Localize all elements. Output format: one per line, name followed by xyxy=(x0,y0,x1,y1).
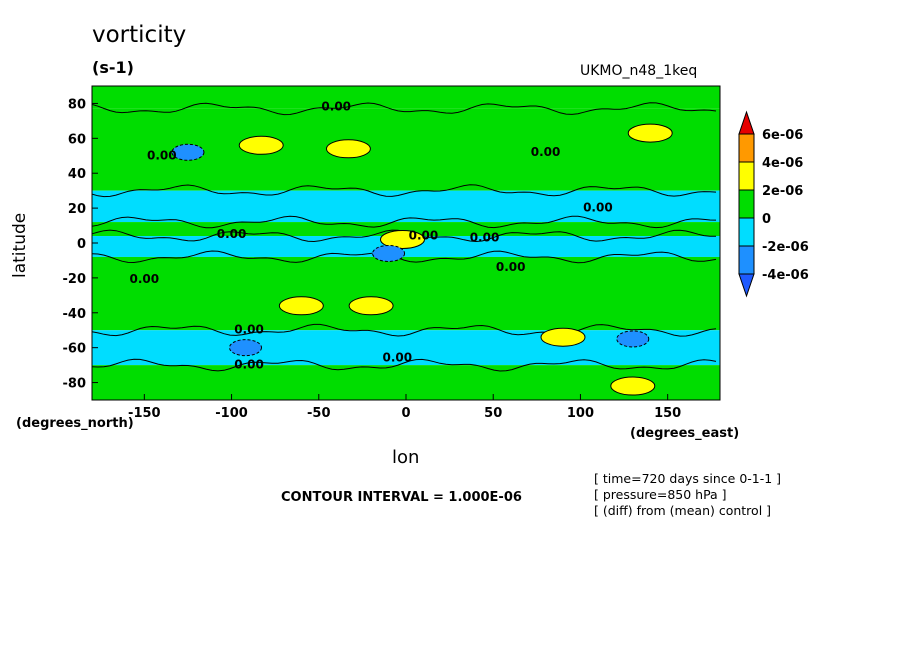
colorbar-segment-4 xyxy=(738,217,755,247)
contour-line-5 xyxy=(91,250,717,264)
contour-label-5: 0.00 xyxy=(234,358,264,372)
contour-label-10: 0.00 xyxy=(409,229,439,243)
contour-label-4: 0.00 xyxy=(234,323,264,337)
maximum-0 xyxy=(238,135,284,155)
maximum-3 xyxy=(278,296,324,316)
maximum-5 xyxy=(540,327,586,347)
y-tick-label-2: 40 xyxy=(68,167,86,182)
contour-interval: CONTOUR INTERVAL = 1.000E-06 xyxy=(281,490,522,505)
colorbar-segment-5 xyxy=(738,245,755,275)
colorbar-segment-1 xyxy=(738,133,755,163)
annotation-time: [ time=720 days since 0-1-1 ] xyxy=(594,471,782,486)
contour-line-6 xyxy=(91,323,717,337)
contour-line-1 xyxy=(91,102,717,116)
minimum-1 xyxy=(171,143,205,161)
contour-line-7 xyxy=(91,358,717,372)
colorbar-label-2: 2e-06 xyxy=(762,184,803,199)
contour-line-3 xyxy=(91,215,717,229)
x-tick-label-6: 150 xyxy=(654,406,681,421)
y-tick-label-7: -60 xyxy=(63,342,87,357)
y-tick-label-8: -80 xyxy=(63,377,87,392)
contour-line-2 xyxy=(91,184,717,198)
contour-label-6: 0.00 xyxy=(382,351,412,365)
x-tick-label-2: -50 xyxy=(307,406,331,421)
zonal-band-2 xyxy=(92,190,720,223)
maximum-7 xyxy=(380,230,426,250)
y-tick-label-1: 60 xyxy=(68,132,86,147)
colorbar-label-3: 0 xyxy=(762,212,771,227)
y-tick-label-0: 80 xyxy=(68,97,86,112)
minimum-3 xyxy=(229,339,263,357)
y-axis-units: (degrees_north) xyxy=(16,416,134,431)
contour-label-11: 0.00 xyxy=(470,230,500,244)
annotation-pressure: [ pressure=850 hPa ] xyxy=(594,487,727,502)
colorbar-segment-3 xyxy=(738,189,755,219)
y-tick-label-3: 20 xyxy=(68,202,86,217)
colorbar-segment-2 xyxy=(738,161,755,191)
annotation-diff: [ (diff) from (mean) control ] xyxy=(594,503,772,518)
contour-label-8: 0.00 xyxy=(583,201,613,215)
maximum-6 xyxy=(610,376,656,396)
x-axis-label: lon xyxy=(392,447,420,468)
colorbar-label-5: -4e-06 xyxy=(762,268,809,283)
contour-label-9: 0.00 xyxy=(496,260,526,274)
minimum-0 xyxy=(372,244,406,262)
dataset-label: UKMO_n48_1keq xyxy=(580,63,698,79)
x-axis-units: (degrees_east) xyxy=(630,426,740,441)
y-tick-label-4: 0 xyxy=(77,237,86,252)
x-tick-label-4: 50 xyxy=(484,406,502,421)
colorbar-label-0: 6e-06 xyxy=(762,128,803,143)
contour-label-7: 0.00 xyxy=(531,145,561,159)
contour-label-1: 0.00 xyxy=(147,148,177,162)
x-tick-label-3: 0 xyxy=(401,406,410,421)
colorbar-label-1: 4e-06 xyxy=(762,156,803,171)
contour-label-2: 0.00 xyxy=(217,227,247,241)
x-tick-label-1: -100 xyxy=(215,406,248,421)
zonal-band-0 xyxy=(92,86,720,109)
chart-units: (s-1) xyxy=(92,58,134,77)
maximum-2 xyxy=(627,123,673,143)
maximum-1 xyxy=(325,139,371,159)
contour-label-3: 0.00 xyxy=(130,272,160,286)
y-tick-label-5: -20 xyxy=(63,272,87,287)
x-tick-label-0: -150 xyxy=(128,406,161,421)
colorbar-top-arrow xyxy=(738,110,755,135)
chart-title: vorticity xyxy=(92,22,187,48)
maximum-4 xyxy=(348,296,394,316)
zonal-band-5 xyxy=(92,256,720,331)
zonal-band-6 xyxy=(92,330,720,366)
contour-label-0: 0.00 xyxy=(321,99,351,113)
minimum-2 xyxy=(616,330,650,348)
colorbar-label-4: -2e-06 xyxy=(762,240,809,255)
colorbar-bottom-arrow xyxy=(738,273,755,298)
y-tick-label-6: -40 xyxy=(63,307,87,322)
x-tick-label-5: 100 xyxy=(567,406,594,421)
